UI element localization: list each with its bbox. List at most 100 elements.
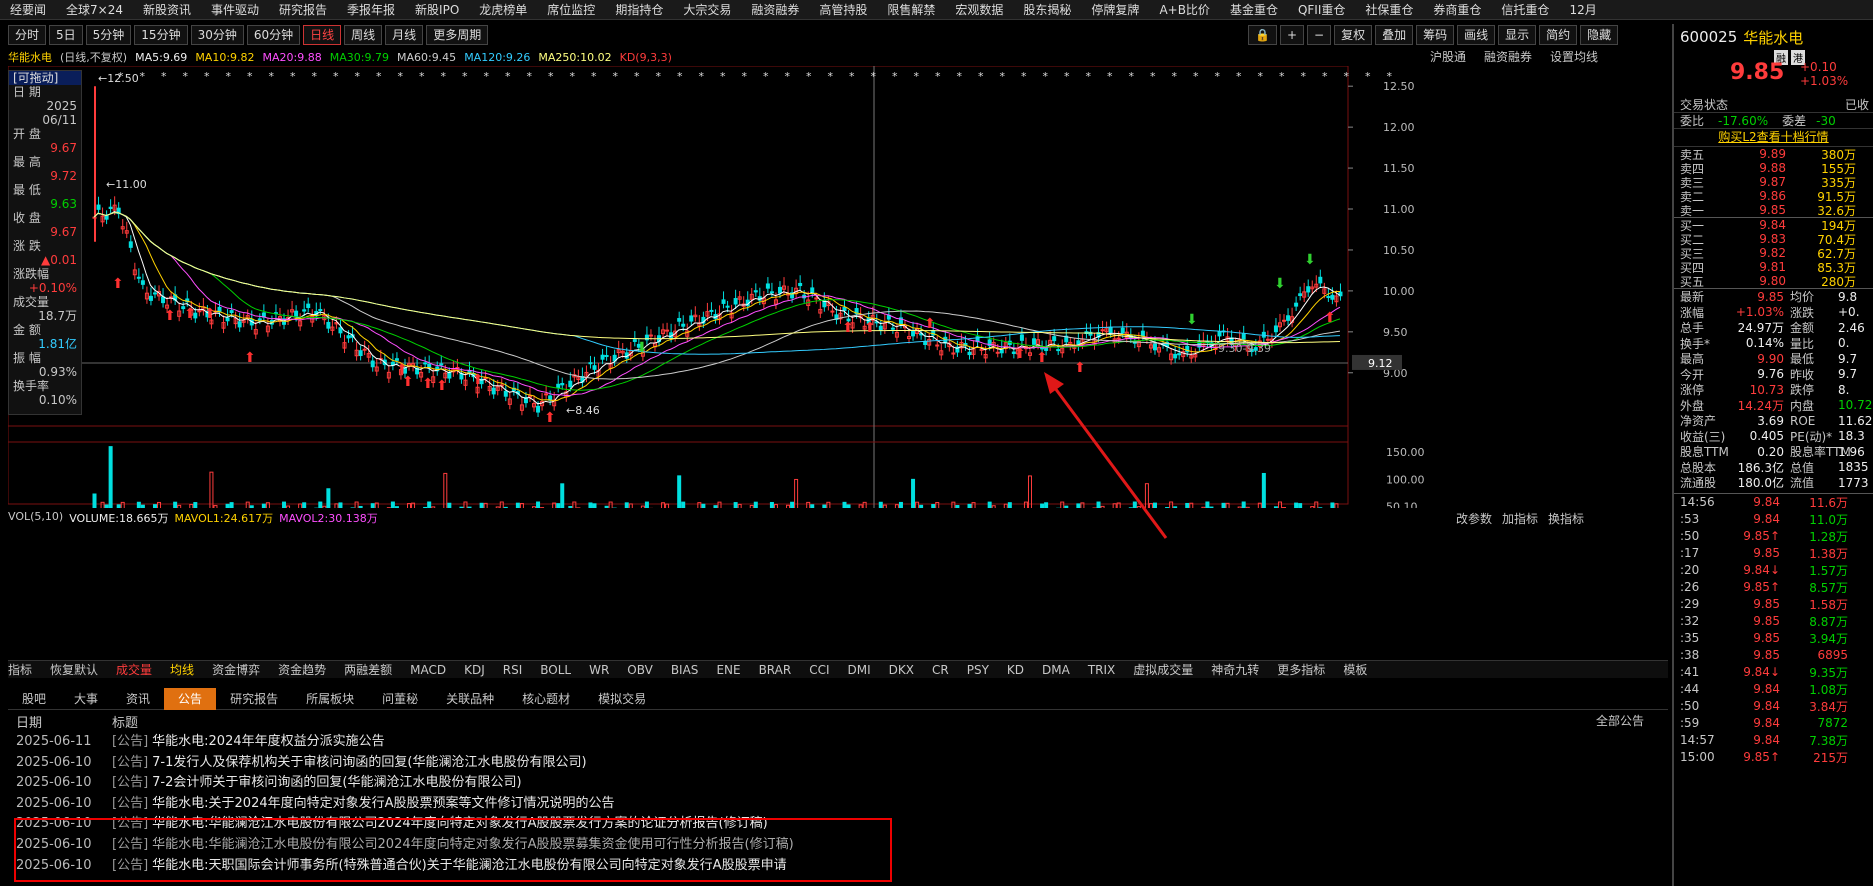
indicator-6[interactable]: 两融差额 <box>344 663 393 677</box>
indicator-13[interactable]: BIAS <box>670 662 699 677</box>
news-row[interactable]: 2025-06-11 [公告] 华能水电:2024年年度权益分派实施公告 <box>16 732 385 752</box>
toolbar-btn-2[interactable]: 筹码 <box>1416 25 1455 45</box>
indicator-4[interactable]: 资金博弈 <box>212 663 261 677</box>
indicator-0[interactable]: 指标 <box>8 663 33 677</box>
topnav-item[interactable]: 研究报告 <box>279 3 328 17</box>
period-8[interactable]: 月线 <box>385 25 424 45</box>
indicator-8[interactable]: KDJ <box>464 662 485 677</box>
indicator-21[interactable]: KD <box>1006 662 1025 677</box>
indicator-7[interactable]: MACD <box>410 662 447 677</box>
toolbar-btn-5[interactable]: 简约 <box>1539 25 1578 45</box>
topnav-item[interactable]: 季报年报 <box>347 3 396 17</box>
topnav-item[interactable]: 社保重仓 <box>1365 3 1414 17</box>
news-row[interactable]: 2025-06-10 [公告] 7-2会计师关于审核问询函的回复(华能澜沧江水电股份… <box>16 773 522 793</box>
tab-4[interactable]: 研究报告 <box>230 691 279 706</box>
topnav-item[interactable]: 事件驱动 <box>211 3 260 17</box>
tab-2[interactable]: 资讯 <box>126 691 151 706</box>
indicator-22[interactable]: DMA <box>1042 662 1070 677</box>
topnav-item[interactable]: 大宗交易 <box>683 3 732 17</box>
indicator-11[interactable]: WR <box>589 662 610 677</box>
topnav-item[interactable]: 宏观数据 <box>955 3 1004 17</box>
indicator-25[interactable]: 神奇九转 <box>1211 663 1260 677</box>
period-2[interactable]: 5分钟 <box>85 25 132 45</box>
indicator-10[interactable]: BOLL <box>540 662 572 677</box>
topnav-item[interactable]: 席位监控 <box>547 3 596 17</box>
lock-icon[interactable]: 🔒 <box>1248 25 1277 45</box>
topnav-item[interactable]: 高管持股 <box>819 3 868 17</box>
news-row[interactable]: 2025-06-10 [公告] 华能水电:华能澜沧江水电股份有限公司2024年度向特… <box>16 814 768 834</box>
topnav-item[interactable]: 龙虎榜单 <box>479 3 528 17</box>
switch-indicator-link[interactable]: 换指标 <box>1548 512 1585 526</box>
news-title[interactable]: 华能水电:天职国际会计师事务所(特殊普通合伙)关于华能澜沧江水电股份有限公司向特… <box>152 857 787 873</box>
topnav-item[interactable]: A+B比价 <box>1159 3 1210 17</box>
indicator-15[interactable]: BRAR <box>758 662 792 677</box>
topnav-item[interactable]: 基金重仓 <box>1229 3 1278 17</box>
toolbar-btn-3[interactable]: 画线 <box>1457 25 1496 45</box>
indicator-23[interactable]: TRIX <box>1087 662 1116 677</box>
news-title[interactable]: 华能水电:华能澜沧江水电股份有限公司2024年度向特定对象发行A股股票募集资金使… <box>152 837 794 852</box>
period-4[interactable]: 30分钟 <box>190 25 244 45</box>
indicator-24[interactable]: 虚拟成交量 <box>1133 663 1194 677</box>
news-row[interactable]: 2025-06-10 [公告] 华能水电:关于2024年度向特定对象发行A股股票预案… <box>16 794 615 814</box>
topnav-item[interactable]: 股东揭秘 <box>1023 3 1072 17</box>
indicator-16[interactable]: CCI <box>809 662 830 677</box>
tab-5[interactable]: 所属板块 <box>306 691 355 706</box>
news-row[interactable]: 2025-06-10 [公告] 华能水电:华能澜沧江水电股份有限公司2024年度向特… <box>16 835 794 855</box>
period-5[interactable]: 60分钟 <box>246 25 301 45</box>
zoom-in-icon[interactable]: + <box>1279 25 1305 45</box>
topnav-item[interactable]: QFII重仓 <box>1297 3 1346 17</box>
hgt-link[interactable]: 沪股通 <box>1430 50 1467 64</box>
indicator-17[interactable]: DMI <box>847 662 871 677</box>
indicator-12[interactable]: OBV <box>627 662 653 677</box>
add-indicator-link[interactable]: 加指标 <box>1502 512 1539 526</box>
toolbar-btn-6[interactable]: 隐藏 <box>1580 25 1619 45</box>
tab-3[interactable]: 公告 <box>164 687 217 710</box>
tab-1[interactable]: 大事 <box>74 691 99 706</box>
indicator-5[interactable]: 资金趋势 <box>278 663 327 677</box>
topnav-item[interactable]: 新股资讯 <box>142 3 191 17</box>
indicator-18[interactable]: DKX <box>888 662 914 677</box>
indicator-27[interactable]: 模板 <box>1343 663 1368 677</box>
all-announcements-link[interactable]: 全部公告 <box>1596 714 1645 728</box>
topnav-item[interactable]: 全球7×24 <box>66 3 123 17</box>
tab-6[interactable]: 问董秘 <box>382 691 419 706</box>
kline-chart[interactable]: 12.5012.0011.5011.0010.5010.009.509.009.… <box>8 66 1672 508</box>
drag-label[interactable]: [可拖动] <box>9 71 81 85</box>
news-row[interactable]: 2025-06-10 [公告] 华能水电:天职国际会计师事务所(特殊普通合伙)关于华… <box>16 856 787 876</box>
topnav-item[interactable]: 信托重仓 <box>1501 3 1550 17</box>
news-title[interactable]: 华能水电:华能澜沧江水电股份有限公司2024年度向特定对象发行A股股票发行方案的… <box>152 816 768 832</box>
news-title[interactable]: 华能水电:2024年年度权益分派实施公告 <box>152 734 385 749</box>
topnav-item[interactable]: 券商重仓 <box>1433 3 1482 17</box>
change-param-link[interactable]: 改参数 <box>1456 512 1493 526</box>
topnav-item[interactable]: 融资融券 <box>751 3 800 17</box>
margin-link[interactable]: 融资融券 <box>1484 50 1533 64</box>
tab-8[interactable]: 核心题材 <box>522 691 571 706</box>
news-title[interactable]: 7-1发行人及保荐机构关于审核问询函的回复(华能澜沧江水电股份有限公司) <box>152 754 587 770</box>
l2-link[interactable]: 购买L2查看十档行情 <box>1718 130 1829 144</box>
period-3[interactable]: 15分钟 <box>134 25 188 45</box>
period-0[interactable]: 分时 <box>8 25 47 45</box>
indicator-2[interactable]: 成交量 <box>116 663 153 677</box>
indicator-1[interactable]: 恢复默认 <box>50 663 99 677</box>
period-6[interactable]: 日线 <box>303 25 342 45</box>
zoom-out-icon[interactable]: − <box>1307 25 1332 45</box>
tab-9[interactable]: 模拟交易 <box>598 691 647 706</box>
news-row[interactable]: 2025-06-10 [公告] 7-1发行人及保荐机构关于审核问询函的回复(华能澜沧… <box>16 753 587 773</box>
toolbar-btn-4[interactable]: 显示 <box>1498 25 1537 45</box>
ma-settings-link[interactable]: 设置均线 <box>1550 50 1599 64</box>
tab-0[interactable]: 股吧 <box>22 691 47 706</box>
topnav-item[interactable]: 新股IPO <box>415 3 460 17</box>
topnav-item[interactable]: 限售解禁 <box>887 3 936 17</box>
topnav-item[interactable]: 12月 <box>1569 3 1597 17</box>
tab-7[interactable]: 关联品种 <box>446 691 495 706</box>
toolbar-btn-1[interactable]: 叠加 <box>1375 25 1414 45</box>
period-7[interactable]: 周线 <box>344 25 383 45</box>
topnav-item[interactable]: 经要闻 <box>10 3 47 17</box>
indicator-19[interactable]: CR <box>932 662 949 677</box>
indicator-14[interactable]: ENE <box>716 662 741 677</box>
indicator-20[interactable]: PSY <box>966 662 989 677</box>
toolbar-btn-0[interactable]: 复权 <box>1334 25 1373 45</box>
topnav-item[interactable]: 停牌复牌 <box>1091 3 1140 17</box>
period-9[interactable]: 更多周期 <box>426 25 489 45</box>
topnav-item[interactable]: 期指持仓 <box>615 3 664 17</box>
